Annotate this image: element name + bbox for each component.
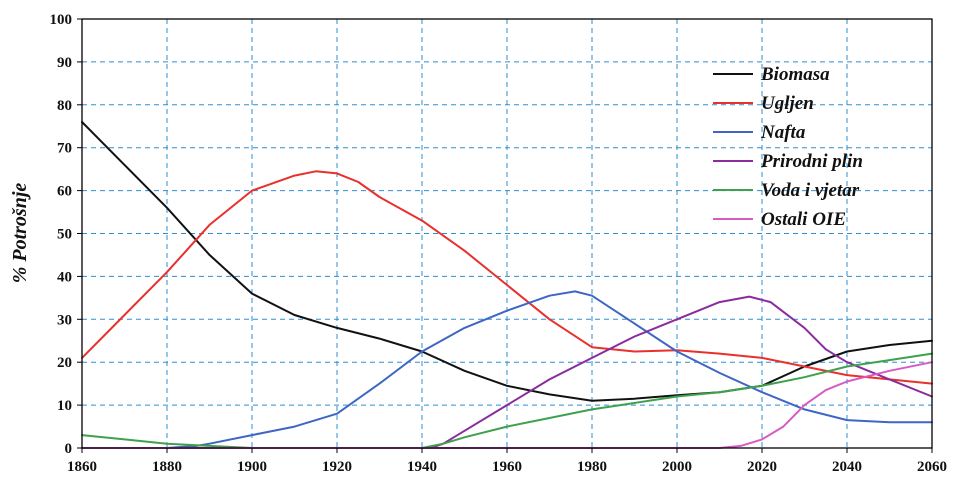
x-tick-label: 2040 xyxy=(832,459,862,475)
x-tick-label: 1940 xyxy=(407,459,437,475)
legend: Biomasa Ugljen Nafta Prirodni plin Voda i vj… xyxy=(713,64,863,230)
y-tick-label: 20 xyxy=(57,355,72,371)
legend-label: Ugljen xyxy=(761,93,814,114)
series-line-prirodni-plin xyxy=(81,295,933,449)
legend-label: Voda i vjetar xyxy=(761,180,860,201)
x-tick-label: 2060 xyxy=(917,459,947,475)
legend-label: Nafta xyxy=(760,122,806,143)
x-tick-label: 2000 xyxy=(662,459,692,475)
x-tick-label: 2020 xyxy=(747,459,777,475)
legend-label: Prirodni plin xyxy=(760,151,863,172)
legend-label: Biomasa xyxy=(760,64,830,85)
series-lines xyxy=(81,121,933,449)
y-tick-label: 30 xyxy=(57,312,72,328)
x-tick-label: 1860 xyxy=(67,459,97,475)
x-tick-label: 1980 xyxy=(577,459,607,475)
legend-label: Ostali OIE xyxy=(761,209,846,230)
y-tick-label: 0 xyxy=(65,441,73,457)
x-tick-label: 1880 xyxy=(152,459,182,475)
x-tick-label: 1920 xyxy=(322,459,352,475)
series-line-voda-i-vjetar xyxy=(81,352,933,449)
y-tick-label: 100 xyxy=(50,12,73,28)
y-axis-ticks: 0 10 20 30 40 50 60 70 80 90 100 xyxy=(50,12,82,457)
series-line-ostali-oie xyxy=(81,361,933,449)
x-tick-label: 1960 xyxy=(492,459,522,475)
y-tick-label: 90 xyxy=(57,55,72,71)
y-axis-title: % Potrošnje xyxy=(9,183,31,284)
series-line-biomasa xyxy=(81,121,933,402)
y-tick-label: 10 xyxy=(57,398,72,414)
series-line-nafta xyxy=(81,290,933,449)
y-tick-label: 60 xyxy=(57,184,72,200)
x-tick-label: 1900 xyxy=(237,459,267,475)
y-tick-label: 50 xyxy=(57,227,72,243)
series-line-ugljen xyxy=(81,170,933,385)
y-tick-label: 70 xyxy=(57,141,72,157)
x-axis-ticks: 1860 1880 1900 1920 1940 1960 1980 2000 2020 2040… xyxy=(67,448,947,475)
y-tick-label: 80 xyxy=(57,98,72,114)
y-tick-label: 40 xyxy=(57,269,72,285)
